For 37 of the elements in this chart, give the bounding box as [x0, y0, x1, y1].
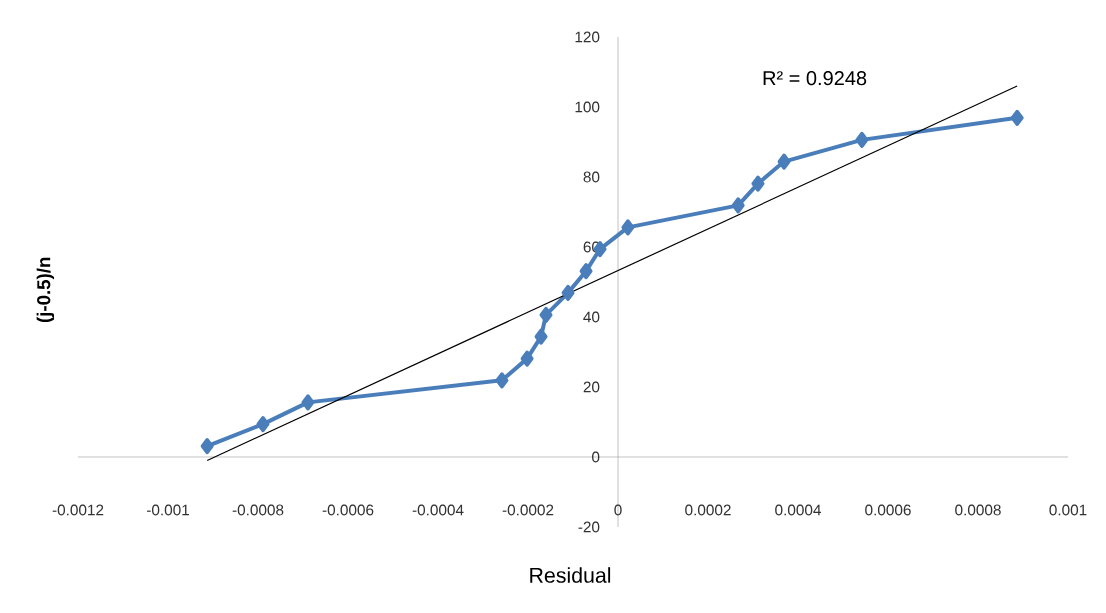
point	[855, 131, 869, 148]
y-tick-label: 80	[583, 171, 600, 183]
y-axis-title: (j-0.5)/n	[36, 257, 55, 323]
x-tick-label: -0.0012	[52, 504, 104, 516]
point	[731, 197, 745, 214]
point	[301, 394, 315, 411]
y-tick-label: 120	[575, 31, 600, 43]
point	[495, 372, 509, 389]
point	[579, 263, 593, 280]
point	[256, 416, 270, 433]
point	[539, 306, 553, 323]
x-tick-label: -0.001	[146, 504, 189, 516]
point	[534, 328, 548, 345]
x-tick-label: 0	[614, 504, 622, 516]
x-tick-label: -0.0002	[502, 504, 554, 516]
y-tick-label: 40	[583, 311, 600, 323]
x-tick-label: 0.0004	[775, 504, 821, 516]
x-tick-label: 0.0002	[685, 504, 731, 516]
y-tick-label: 100	[575, 101, 600, 113]
point	[751, 175, 765, 192]
x-tick-label: -0.0006	[322, 504, 374, 516]
y-tick-label: 0	[592, 451, 600, 463]
y-tick-label: 20	[583, 381, 600, 393]
x-axis-title: Residual	[530, 567, 611, 583]
y-tick-label: -20	[578, 521, 600, 533]
x-tick-label: -0.0008	[232, 504, 284, 516]
x-tick-label: 0.0006	[865, 504, 911, 516]
point	[777, 153, 791, 170]
point	[1010, 109, 1024, 126]
x-tick-label: -0.0004	[412, 504, 464, 516]
point	[520, 350, 534, 367]
annotation: R² = 0.9248	[763, 71, 867, 86]
point	[561, 284, 575, 301]
x-tick-label: 0.0008	[955, 504, 1001, 516]
x-tick-label: 0.001	[1049, 504, 1087, 516]
point	[621, 219, 635, 236]
point	[200, 438, 214, 455]
